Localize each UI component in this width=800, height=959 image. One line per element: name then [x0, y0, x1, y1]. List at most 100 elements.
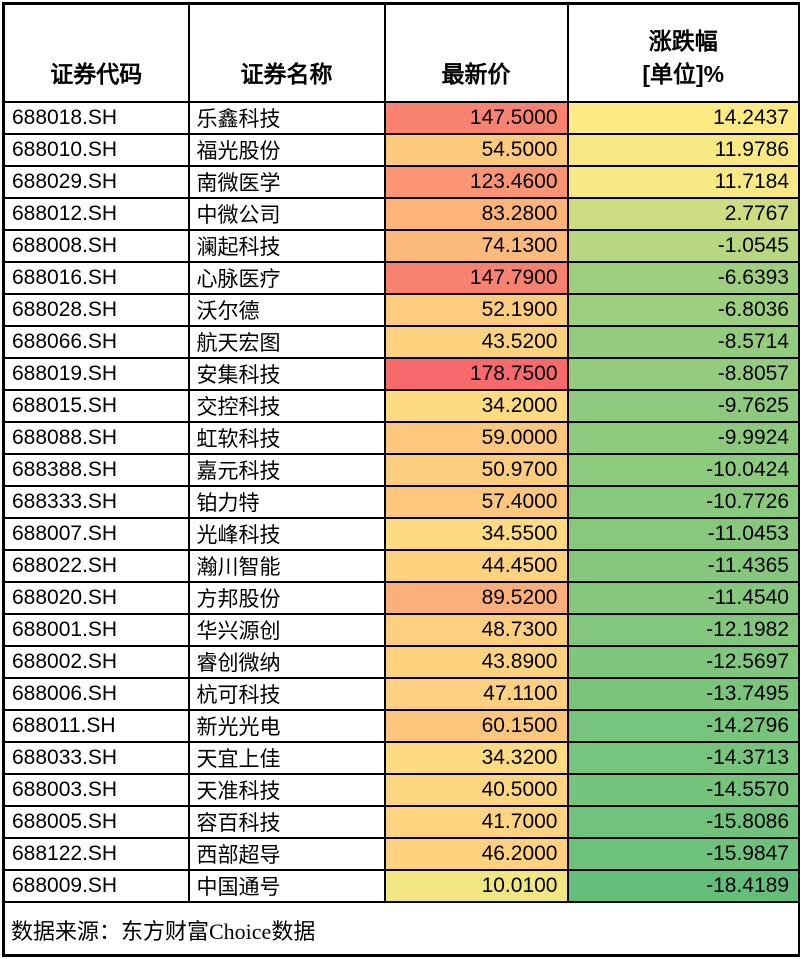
table-row: 688018.SH 乐鑫科技 147.5000 14.2437: [2, 100, 800, 135]
price-cell: 34.2000: [383, 388, 569, 423]
code-cell: 688001.SH: [2, 612, 190, 647]
code-cell: 688018.SH: [2, 100, 190, 135]
change-cell: -11.0453: [566, 516, 800, 551]
table-row: 688088.SH 虹软科技 59.0000 -9.9924: [2, 420, 800, 455]
name-cell: 嘉元科技: [187, 452, 386, 487]
name-cell: 南微医学: [187, 164, 386, 199]
column-header-name-label: 证券名称: [240, 61, 333, 88]
code-cell: 688009.SH: [2, 868, 190, 903]
change-cell: -14.5570: [566, 772, 800, 807]
price-cell: 83.2800: [383, 196, 569, 231]
code-cell: 688007.SH: [2, 516, 190, 551]
column-header-change-label-line1: 涨跌幅: [648, 27, 718, 54]
table-row: 688015.SH 交控科技 34.2000 -9.7625: [2, 388, 800, 423]
column-header-code-label: 证券代码: [50, 61, 143, 88]
column-header-change-label-line2: [单位]%: [642, 61, 725, 88]
name-cell: 中国通号: [187, 868, 386, 903]
name-cell: 睿创微纳: [187, 644, 386, 679]
code-cell: 688003.SH: [2, 772, 190, 807]
footer-row: 数据来源：东方财富Choice数据: [2, 900, 800, 957]
name-cell: 方邦股份: [187, 580, 386, 615]
table-footer: 数据来源：东方财富Choice数据: [2, 900, 800, 957]
table-row: 688002.SH 睿创微纳 43.8900 -12.5697: [2, 644, 800, 679]
change-cell: -14.3713: [566, 740, 800, 775]
table-row: 688012.SH 中微公司 83.2800 2.7767: [2, 196, 800, 231]
change-cell: -6.6393: [566, 260, 800, 295]
change-cell: -13.7495: [566, 676, 800, 711]
table-row: 688029.SH 南微医学 123.4600 11.7184: [2, 164, 800, 199]
table-row: 688020.SH 方邦股份 89.5200 -11.4540: [2, 580, 800, 615]
price-cell: 59.0000: [383, 420, 569, 455]
code-cell: 688005.SH: [2, 804, 190, 839]
name-cell: 新光光电: [187, 708, 386, 743]
name-cell: 安集科技: [187, 356, 386, 391]
price-cell: 147.7900: [383, 260, 569, 295]
price-cell: 10.0100: [383, 868, 569, 903]
name-cell: 交控科技: [187, 388, 386, 423]
price-cell: 60.1500: [383, 708, 569, 743]
column-header-price-label: 最新价: [441, 61, 511, 88]
code-cell: 688088.SH: [2, 420, 190, 455]
name-cell: 乐鑫科技: [187, 100, 386, 135]
table-row: 688028.SH 沃尔德 52.1900 -6.8036: [2, 292, 800, 327]
price-cell: 178.7500: [383, 356, 569, 391]
name-cell: 铂力特: [187, 484, 386, 519]
code-cell: 688388.SH: [2, 452, 190, 487]
stock-table-body: 688018.SH 乐鑫科技 147.5000 14.2437 688010.SH 福光股…: [2, 100, 800, 903]
name-cell: 杭可科技: [187, 676, 386, 711]
code-cell: 688019.SH: [2, 356, 190, 391]
code-cell: 688011.SH: [2, 708, 190, 743]
name-cell: 瀚川智能: [187, 548, 386, 583]
table-row: 688122.SH 西部超导 46.2000 -15.9847: [2, 836, 800, 871]
name-cell: 天宜上佳: [187, 740, 386, 775]
column-header-name: 证券名称: [187, 2, 386, 103]
table-row: 688009.SH 中国通号 10.0100 -18.4189: [2, 868, 800, 903]
price-cell: 48.7300: [383, 612, 569, 647]
price-cell: 40.5000: [383, 772, 569, 807]
name-cell: 容百科技: [187, 804, 386, 839]
table-row: 688001.SH 华兴源创 48.7300 -12.1982: [2, 612, 800, 647]
change-cell: -15.9847: [566, 836, 800, 871]
code-cell: 688008.SH: [2, 228, 190, 263]
name-cell: 福光股份: [187, 132, 386, 167]
table-row: 688010.SH 福光股份 54.5000 11.9786: [2, 132, 800, 167]
price-cell: 123.4600: [383, 164, 569, 199]
price-cell: 54.5000: [383, 132, 569, 167]
code-cell: 688020.SH: [2, 580, 190, 615]
change-cell: 11.9786: [566, 132, 800, 167]
code-cell: 688015.SH: [2, 388, 190, 423]
change-cell: 2.7767: [566, 196, 800, 231]
change-cell: -15.8086: [566, 804, 800, 839]
code-cell: 688012.SH: [2, 196, 190, 231]
column-header-code: 证券代码: [2, 2, 190, 103]
price-cell: 34.3200: [383, 740, 569, 775]
table-row: 688007.SH 光峰科技 34.5500 -11.0453: [2, 516, 800, 551]
price-cell: 52.1900: [383, 292, 569, 327]
table-header: 证券代码 证券名称 最新价 涨跌幅 [单位]%: [2, 2, 800, 103]
change-cell: -18.4189: [566, 868, 800, 903]
price-cell: 43.5200: [383, 324, 569, 359]
name-cell: 心脉医疗: [187, 260, 386, 295]
table-row: 688005.SH 容百科技 41.7000 -15.8086: [2, 804, 800, 839]
change-cell: -12.5697: [566, 644, 800, 679]
change-cell: -8.8057: [566, 356, 800, 391]
table-row: 688388.SH 嘉元科技 50.9700 -10.0424: [2, 452, 800, 487]
change-cell: 14.2437: [566, 100, 800, 135]
price-cell: 41.7000: [383, 804, 569, 839]
price-cell: 147.5000: [383, 100, 569, 135]
price-cell: 74.1300: [383, 228, 569, 263]
name-cell: 天准科技: [187, 772, 386, 807]
change-cell: 11.7184: [566, 164, 800, 199]
name-cell: 虹软科技: [187, 420, 386, 455]
price-cell: 57.4000: [383, 484, 569, 519]
price-cell: 43.8900: [383, 644, 569, 679]
code-cell: 688066.SH: [2, 324, 190, 359]
change-cell: -8.5714: [566, 324, 800, 359]
code-cell: 688029.SH: [2, 164, 190, 199]
table-row: 688066.SH 航天宏图 43.5200 -8.5714: [2, 324, 800, 359]
price-cell: 46.2000: [383, 836, 569, 871]
code-cell: 688006.SH: [2, 676, 190, 711]
change-cell: -14.2796: [566, 708, 800, 743]
table-row: 688016.SH 心脉医疗 147.7900 -6.6393: [2, 260, 800, 295]
